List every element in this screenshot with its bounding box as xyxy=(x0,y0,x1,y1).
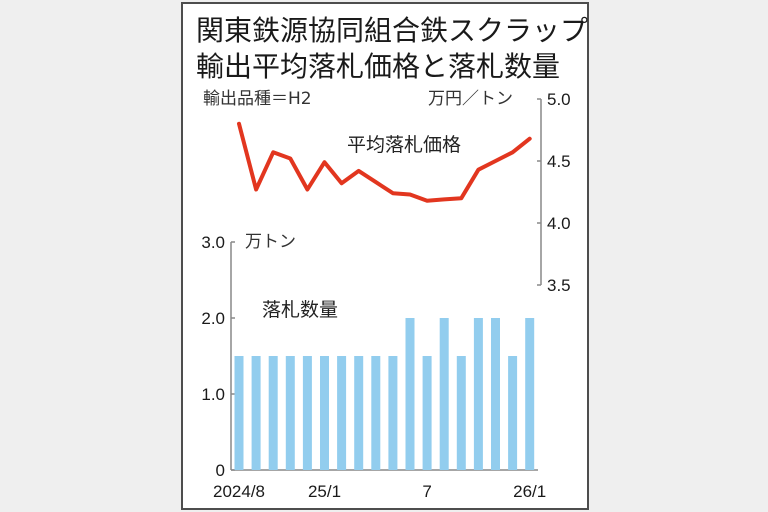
price-series-label: 平均落札価格 xyxy=(347,134,461,156)
price-line xyxy=(237,121,532,203)
quantity-bar xyxy=(268,356,278,470)
quantity-bar xyxy=(388,356,398,470)
quantity-unit-label: 万トン xyxy=(245,232,296,252)
price-axis: 万円／トン 5.0 4.5 4.0 3.5 xyxy=(428,89,571,295)
price-axis-tick-label: 4.5 xyxy=(547,152,571,171)
price-axis-tick-label: 3.5 xyxy=(547,276,571,295)
quantity-bar xyxy=(439,318,449,470)
price-axis-tick-label: 5.0 xyxy=(547,90,571,109)
quantity-bar xyxy=(371,356,381,470)
quantity-bar xyxy=(525,318,535,470)
price-axis-tick-label: 4.0 xyxy=(547,214,571,233)
quantity-bar xyxy=(285,356,295,470)
quantity-bar xyxy=(473,318,483,470)
quantity-bar xyxy=(456,356,466,470)
quantity-bar xyxy=(491,318,500,470)
x-axis-tick-label: 7 xyxy=(422,482,431,501)
x-axis-tick-label: 2024/8 xyxy=(213,482,265,501)
chart-title-line-1: 関東鉄源協同組合鉄スクラップ xyxy=(196,14,588,47)
chart-title-line-2: 輸出平均落札価格と落札数量 xyxy=(196,50,560,83)
x-axis-tick-label: 26/1 xyxy=(513,482,546,501)
quantity-axis-tick-label: 3.0 xyxy=(201,233,225,252)
quantity-bar xyxy=(354,356,364,470)
chart-subtitle: 輸出品種＝H2 xyxy=(203,89,312,109)
quantity-bar xyxy=(320,356,329,470)
quantity-bars xyxy=(234,318,535,470)
x-axis-tick-label: 25/1 xyxy=(308,482,341,501)
quantity-bar xyxy=(251,356,261,470)
quantity-series-label: 落札数量 xyxy=(262,299,338,321)
quantity-bar xyxy=(508,356,518,470)
quantity-axis-tick-label: 0 xyxy=(216,461,225,480)
quantity-bar xyxy=(422,356,432,470)
quantity-axis: 万トン 3.0 2.0 1.0 0 xyxy=(201,232,538,480)
quantity-bar xyxy=(337,356,347,470)
quantity-axis-tick-label: 1.0 xyxy=(201,385,225,404)
quantity-axis-tick-label: 2.0 xyxy=(201,309,225,328)
price-unit-label: 万円／トン xyxy=(428,89,513,109)
quantity-bar xyxy=(302,356,312,470)
x-axis-labels: 2024/8 25/1 7 26/1 xyxy=(213,482,546,501)
chart-frame xyxy=(181,2,589,510)
quantity-bar xyxy=(234,356,244,470)
quantity-bar xyxy=(405,318,415,470)
